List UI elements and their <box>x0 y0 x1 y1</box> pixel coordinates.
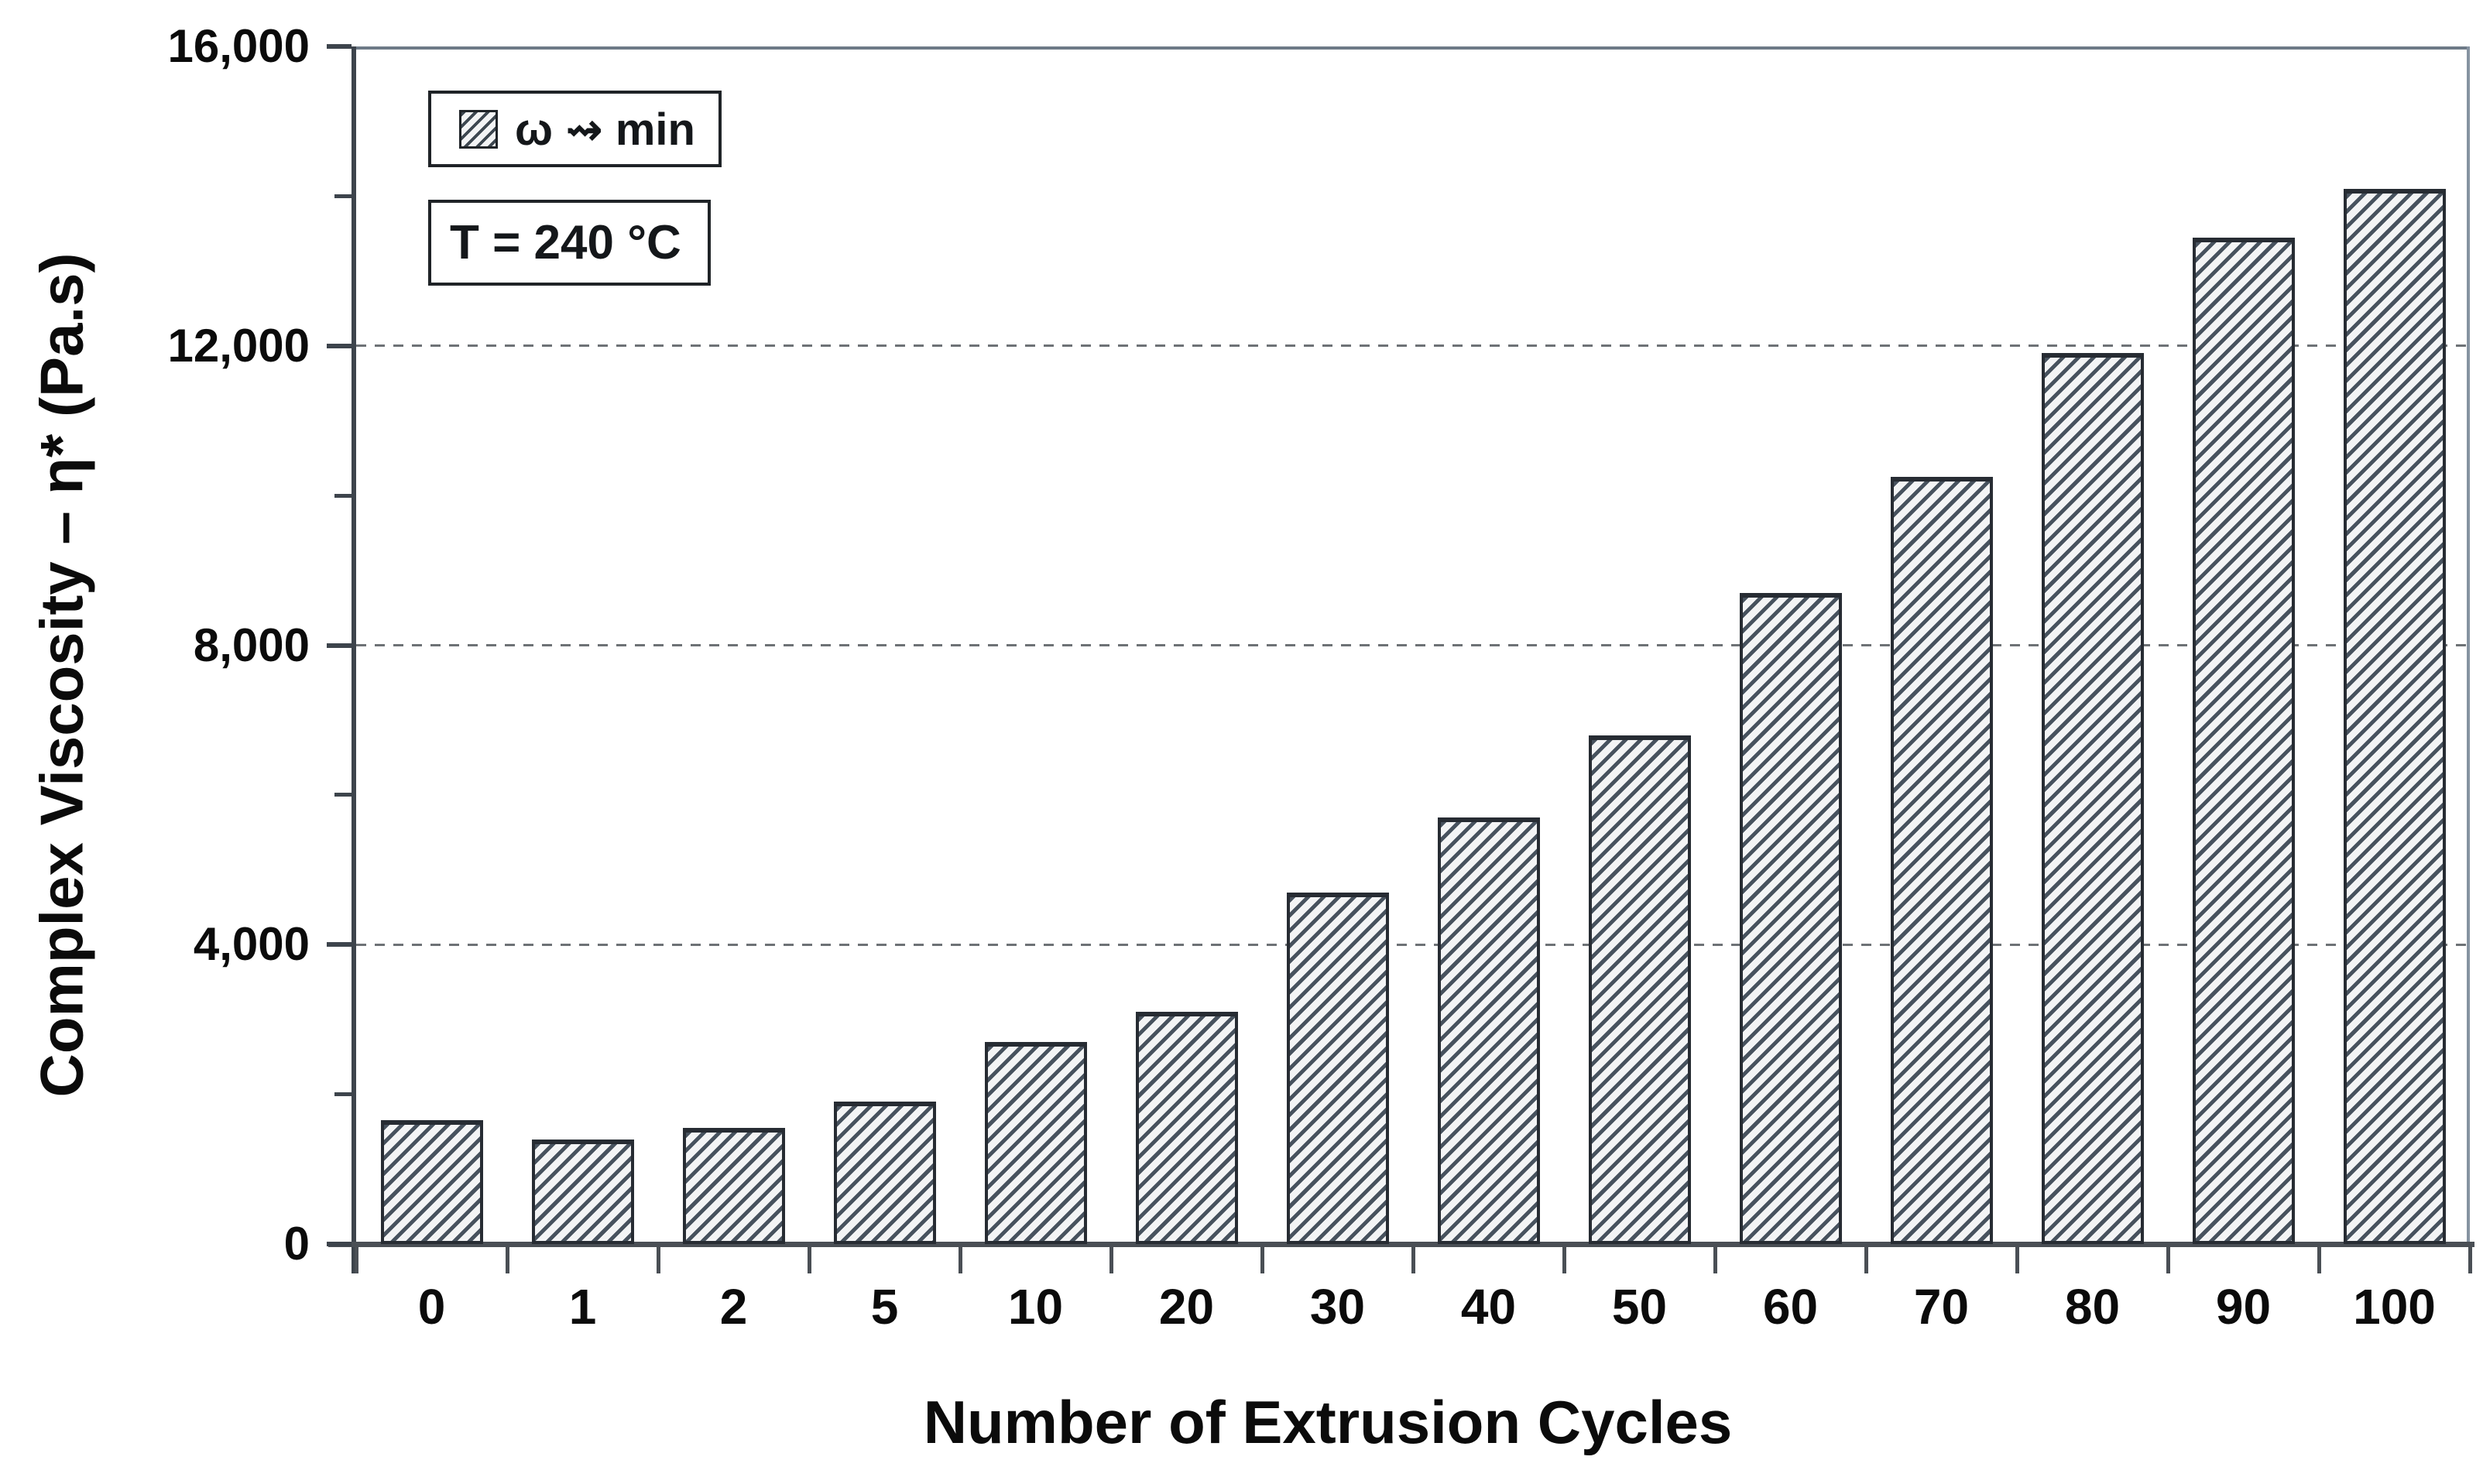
x-boundary-tick <box>1562 1244 1566 1273</box>
x-boundary-tick <box>2317 1244 2321 1273</box>
x-boundary-tick <box>1260 1244 1264 1273</box>
bar-5 <box>833 1102 936 1244</box>
legend-label: ω ⇝ min <box>515 104 695 155</box>
y-tick-label: 16,000 <box>167 20 310 72</box>
x-boundary-tick <box>1713 1244 1717 1273</box>
y-minor-tick <box>334 1092 352 1097</box>
y-axis-line <box>352 46 356 1273</box>
diagonal-hatch-swatch-icon <box>459 109 498 149</box>
bar-30 <box>1286 892 1389 1244</box>
y-tick-label: 8,000 <box>193 619 310 671</box>
y-tick-label: 4,000 <box>193 918 310 971</box>
x-boundary-tick <box>1109 1244 1113 1273</box>
bar-100 <box>2343 188 2446 1244</box>
x-tick-label: 40 <box>1460 1279 1517 1335</box>
y-major-tick <box>327 44 352 49</box>
bar-20 <box>1135 1012 1238 1244</box>
x-tick-label: 60 <box>1762 1279 1819 1335</box>
plot-area: ω ⇝ min T = 240 °C 0 4,000 8,000 12,000 16,0… <box>167 20 2474 1335</box>
x-tick-label: 5 <box>870 1279 899 1335</box>
x-boundary-tick <box>2015 1244 2019 1273</box>
y-tick-label: 0 <box>283 1218 310 1270</box>
bar-70 <box>1890 476 1993 1244</box>
bar-50 <box>1588 735 1691 1244</box>
temperature-annotation-label: T = 240 °C <box>450 216 681 269</box>
x-boundary-tick <box>656 1244 660 1273</box>
legend: ω ⇝ min <box>428 91 722 167</box>
x-boundary-tick <box>1411 1244 1415 1273</box>
x-axis-title: Number of Extrusion Cycles <box>923 1388 1733 1456</box>
temperature-annotation: T = 240 °C <box>428 200 711 286</box>
plot-frame-top <box>356 46 2470 50</box>
x-tick-label: 90 <box>2215 1279 2272 1335</box>
y-minor-tick <box>334 194 352 198</box>
x-boundary-tick <box>2166 1244 2170 1273</box>
bar-1 <box>531 1139 634 1244</box>
x-axis-line <box>328 1242 2474 1247</box>
x-boundary-tick <box>505 1244 509 1273</box>
gridline-12000 <box>356 344 2470 348</box>
x-boundary-tick <box>807 1244 811 1273</box>
bar-0 <box>380 1120 483 1244</box>
y-major-tick <box>327 643 352 648</box>
x-boundary-tick <box>2468 1244 2472 1273</box>
gridline-4000 <box>356 943 2470 946</box>
x-tick-label: 70 <box>1913 1279 1970 1335</box>
x-tick-label: 50 <box>1611 1279 1668 1335</box>
x-tick-label: 2 <box>719 1279 748 1335</box>
x-tick-label: 10 <box>1007 1279 1064 1335</box>
x-tick-label: 1 <box>568 1279 597 1335</box>
bar-40 <box>1437 817 1540 1244</box>
bar-60 <box>1739 592 1842 1244</box>
bar-2 <box>682 1128 785 1244</box>
y-minor-tick <box>334 493 352 498</box>
gridline-8000 <box>356 644 2470 646</box>
x-boundary-tick <box>958 1244 962 1273</box>
x-boundary-tick <box>354 1244 358 1273</box>
x-tick-label: 30 <box>1309 1279 1366 1335</box>
bar-90 <box>2192 237 2295 1244</box>
x-tick-label: 0 <box>417 1279 446 1335</box>
x-boundary-tick <box>1864 1244 1868 1273</box>
bar-10 <box>984 1041 1087 1244</box>
y-minor-tick <box>334 793 352 797</box>
y-tick-label: 12,000 <box>167 319 310 372</box>
y-major-tick <box>327 343 352 348</box>
y-major-tick <box>327 942 352 948</box>
y-major-tick <box>327 1242 352 1246</box>
bar-80 <box>2041 353 2144 1244</box>
x-tick-label: 100 <box>2353 1279 2436 1335</box>
x-tick-label: 20 <box>1158 1279 1215 1335</box>
x-tick-label: 80 <box>2064 1279 2121 1335</box>
